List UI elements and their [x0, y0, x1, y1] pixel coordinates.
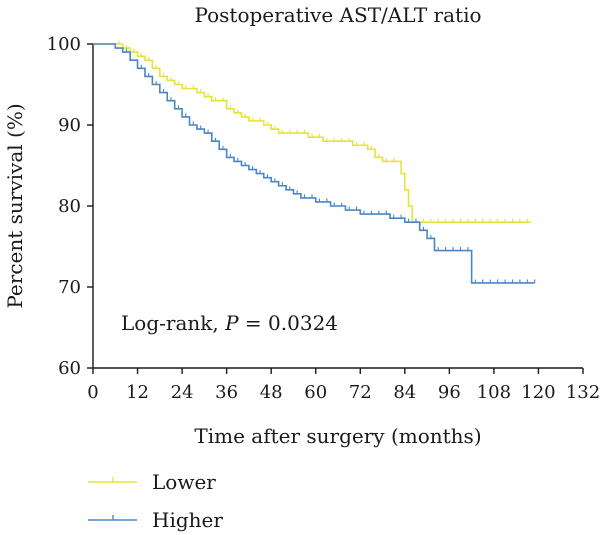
series-lower — [93, 40, 532, 223]
x-tick-label: 60 — [304, 382, 327, 403]
x-tick-label: 0 — [87, 382, 98, 403]
y-tick-label: 80 — [58, 196, 81, 217]
x-tick-label: 36 — [215, 382, 238, 403]
x-tick-label: 96 — [438, 382, 461, 403]
y-tick-label: 100 — [47, 34, 81, 55]
x-tick-label: 108 — [477, 382, 511, 403]
x-tick-label: 84 — [393, 382, 416, 403]
legend-item-higher: Higher — [88, 508, 223, 532]
y-tick-label: 90 — [58, 115, 81, 136]
chart-title: Postoperative AST/ALT ratio — [194, 3, 481, 27]
annotation-value: = 0.0324 — [239, 311, 338, 335]
x-tick-label: 120 — [521, 382, 555, 403]
legend-label: Lower — [152, 470, 216, 494]
y-ticks: 60 70 80 90 100 — [47, 34, 93, 379]
survival-line — [93, 43, 535, 284]
x-axis-label: Time after surgery (months) — [194, 424, 481, 448]
y-axis-label: Percent survival (%) — [3, 103, 27, 308]
series-higher — [93, 43, 536, 284]
x-tick-label: 132 — [566, 382, 600, 403]
x-tick-label: 12 — [126, 382, 149, 403]
legend-label: Higher — [152, 508, 223, 532]
legend-item-lower: Lower — [88, 470, 216, 494]
survival-line — [93, 43, 532, 223]
plot-area — [93, 40, 536, 284]
x-tick-label: 24 — [171, 382, 194, 403]
legend: Lower Higher — [88, 470, 223, 532]
log-rank-annotation: Log-rank, P = 0.0324 — [121, 311, 338, 335]
y-tick-label: 70 — [58, 277, 81, 298]
y-tick-label: 60 — [58, 358, 81, 379]
annotation-prefix: Log-rank, — [121, 311, 225, 335]
x-tick-label: 48 — [260, 382, 283, 403]
x-tick-label: 72 — [349, 382, 372, 403]
x-ticks: 0 12 24 36 48 60 72 84 96 108 120 132 — [87, 368, 600, 403]
annotation-p-symbol: P — [224, 311, 239, 335]
